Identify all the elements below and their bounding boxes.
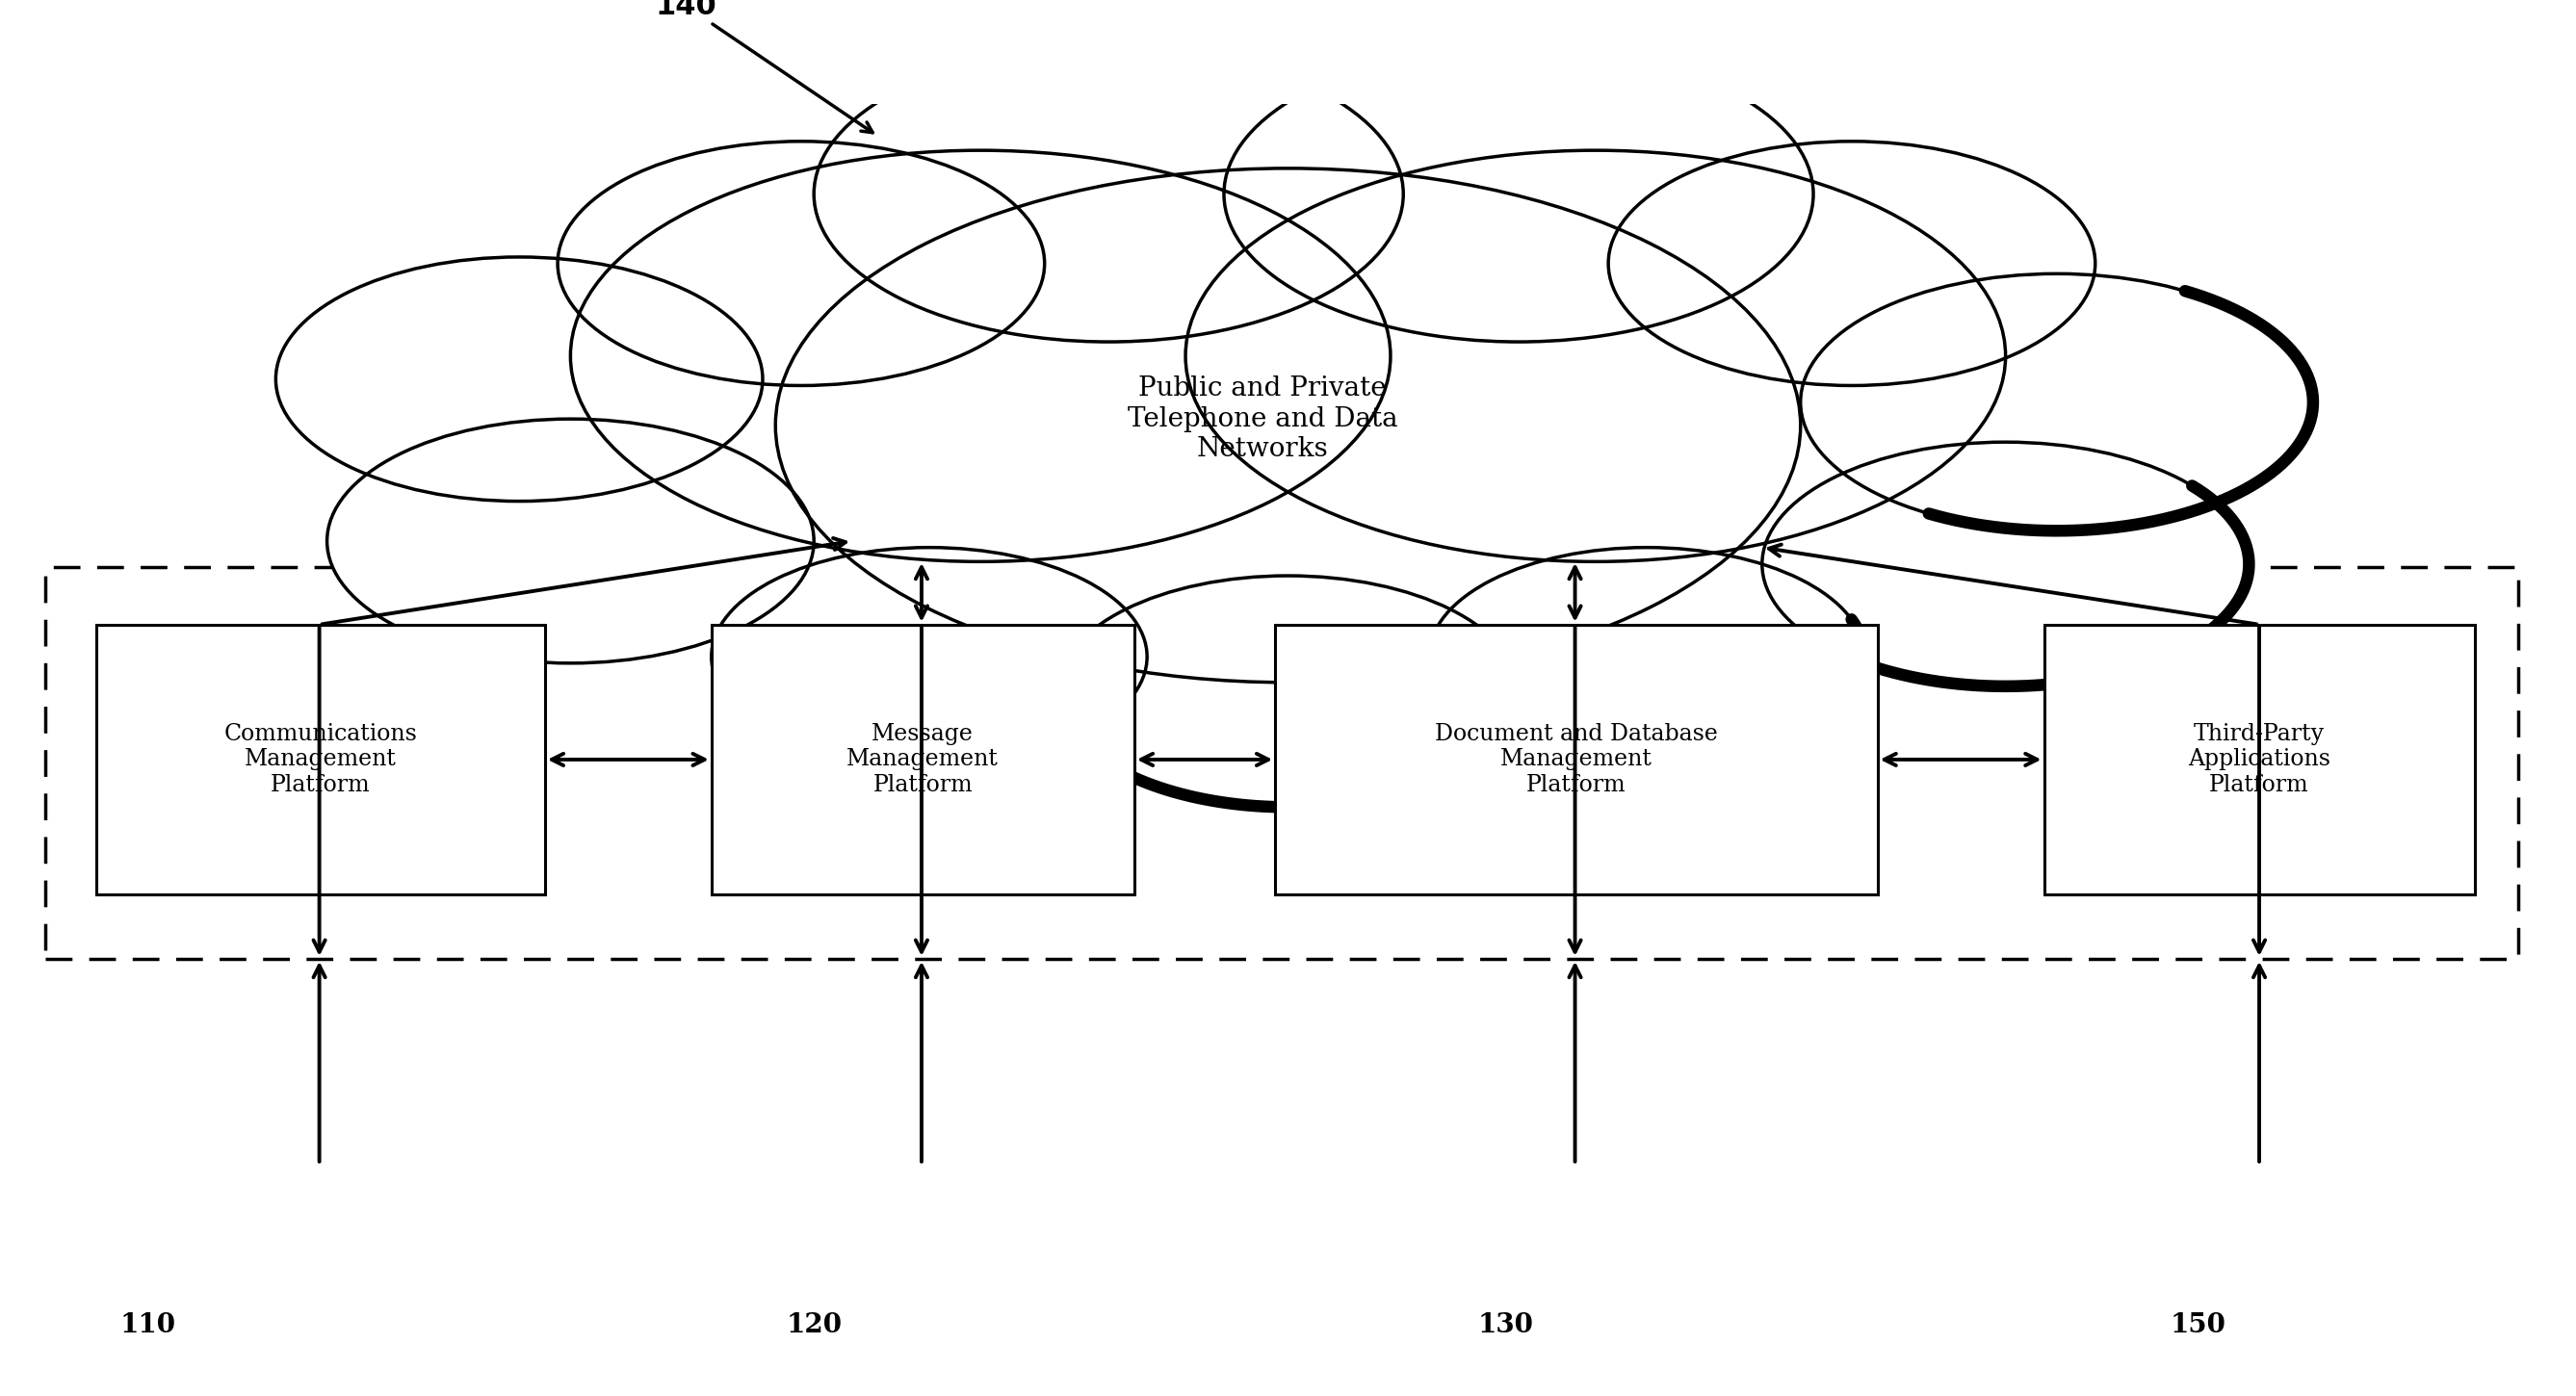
Text: Message
Management
Platform: Message Management Platform bbox=[848, 723, 999, 796]
Text: Public and Private
Telephone and Data
Networks: Public and Private Telephone and Data Ne… bbox=[1128, 376, 1399, 462]
Circle shape bbox=[569, 151, 1391, 561]
Bar bbox=[711, 624, 1133, 895]
Circle shape bbox=[1801, 274, 2313, 530]
Text: 130: 130 bbox=[1479, 1312, 1533, 1337]
Bar bbox=[95, 624, 546, 895]
Circle shape bbox=[814, 46, 1404, 342]
Text: Third-Party
Applications
Platform: Third-Party Applications Platform bbox=[2187, 723, 2331, 796]
Bar bbox=[1275, 624, 1878, 895]
Bar bbox=[46, 567, 2519, 959]
Text: 110: 110 bbox=[118, 1312, 175, 1337]
Circle shape bbox=[1607, 141, 2094, 385]
Circle shape bbox=[1430, 547, 1865, 766]
Circle shape bbox=[711, 547, 1146, 766]
Circle shape bbox=[556, 141, 1043, 385]
Circle shape bbox=[327, 419, 814, 663]
Circle shape bbox=[276, 257, 762, 501]
Text: Communications
Management
Platform: Communications Management Platform bbox=[224, 723, 417, 796]
Circle shape bbox=[1224, 46, 1814, 342]
Text: 120: 120 bbox=[786, 1312, 842, 1337]
Circle shape bbox=[1762, 443, 2249, 687]
Circle shape bbox=[1185, 151, 2007, 561]
Text: 150: 150 bbox=[2169, 1312, 2226, 1337]
Text: 140: 140 bbox=[654, 0, 873, 133]
Circle shape bbox=[1056, 575, 1520, 807]
Bar bbox=[2043, 624, 2476, 895]
Circle shape bbox=[775, 169, 1801, 683]
Text: Document and Database
Management
Platform: Document and Database Management Platfor… bbox=[1435, 723, 1718, 796]
